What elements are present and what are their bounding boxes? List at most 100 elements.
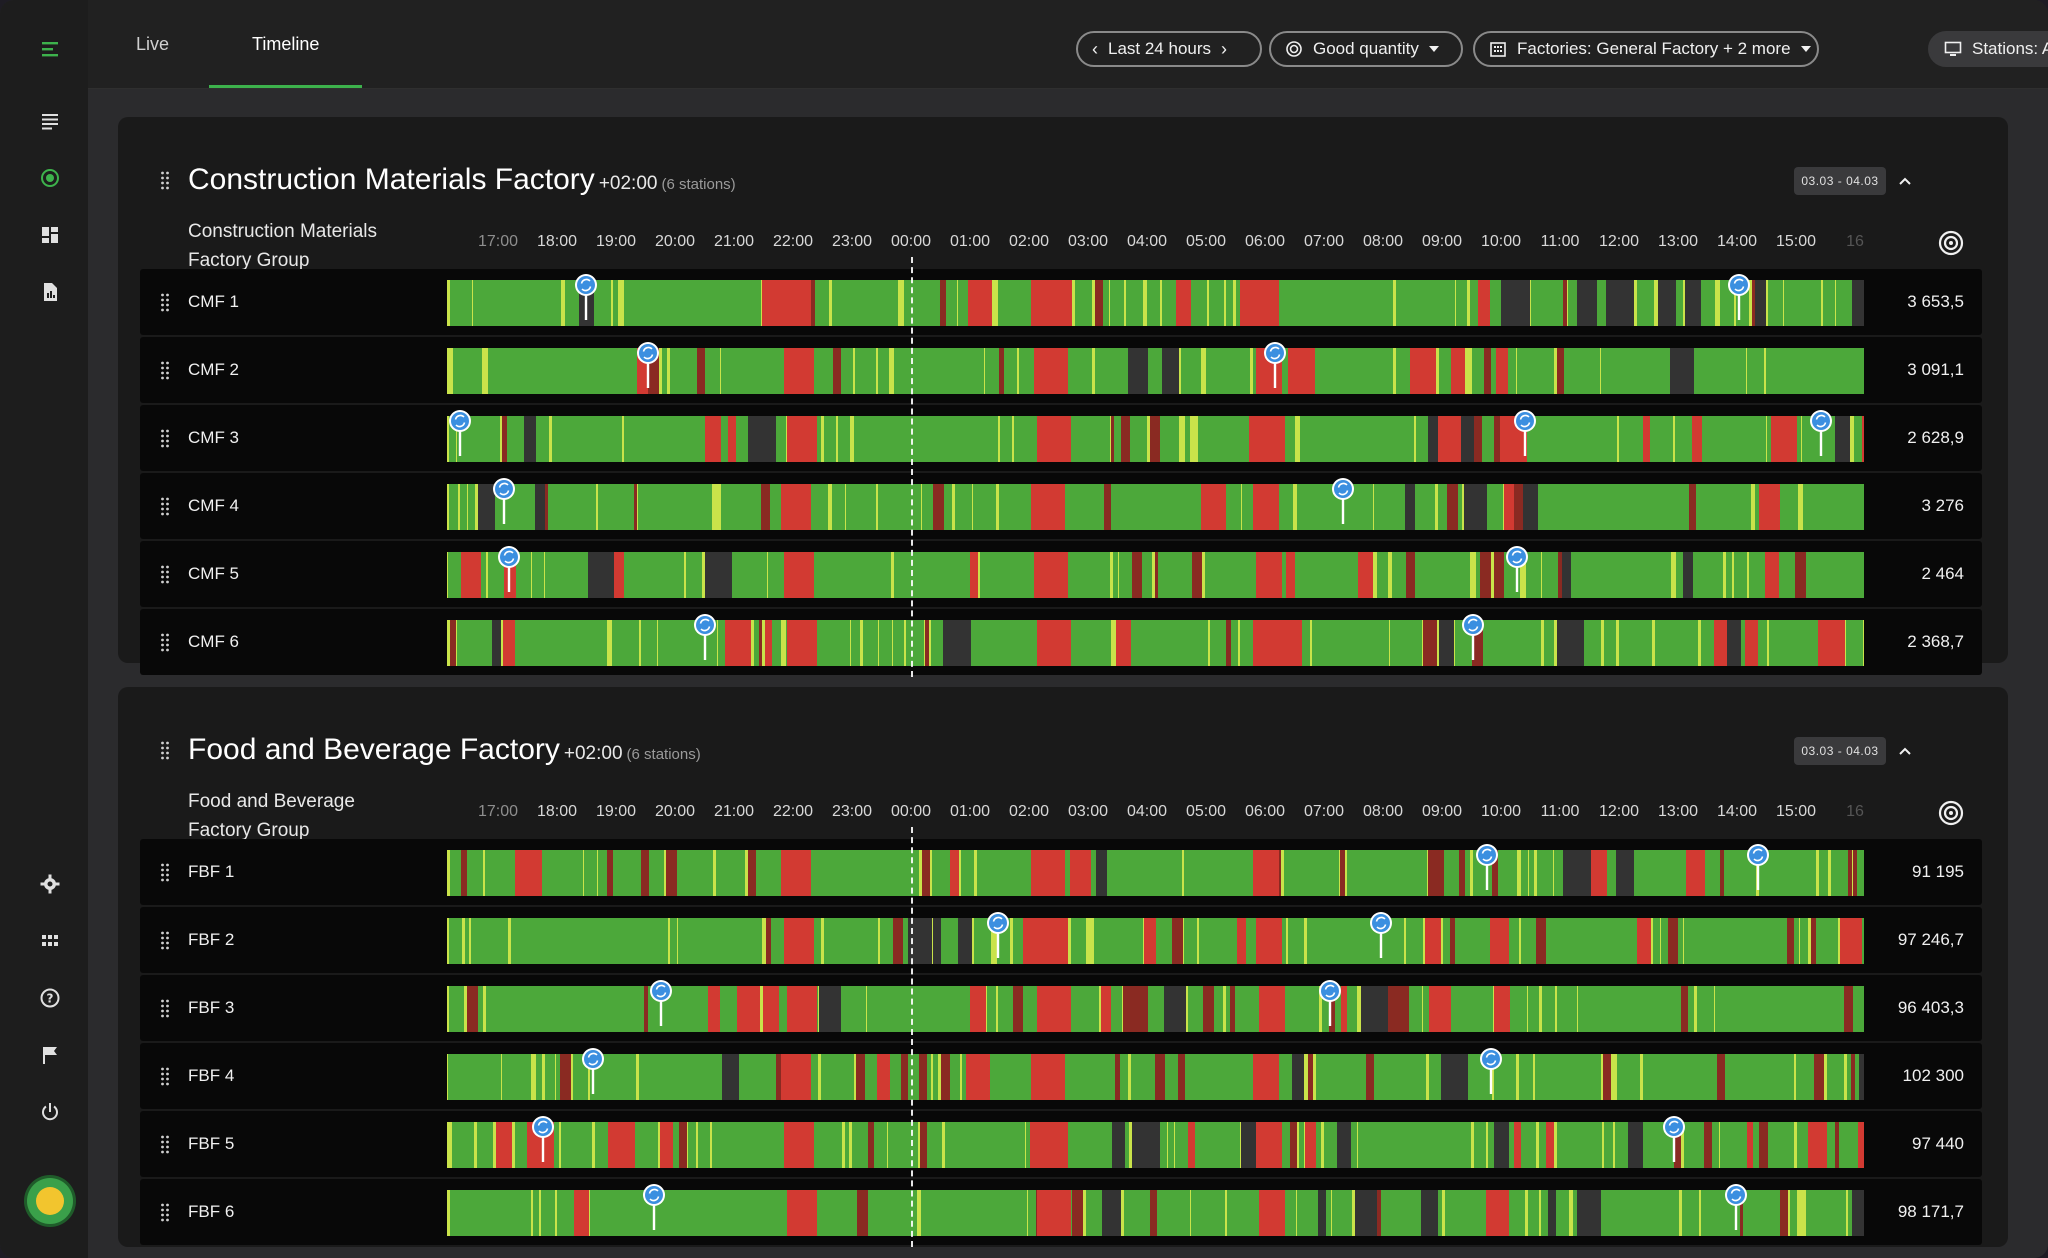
stations-dropdown[interactable]: Stations: All — [1928, 31, 2048, 67]
event-marker-pin-icon[interactable] — [496, 544, 522, 592]
timeline-segment — [1121, 416, 1125, 462]
avatar[interactable] — [27, 1178, 73, 1224]
drag-handle-icon[interactable] — [158, 997, 172, 1019]
drag-handle-icon[interactable] — [158, 739, 172, 761]
drag-handle-icon[interactable] — [158, 929, 172, 951]
drag-handle-icon[interactable] — [158, 861, 172, 883]
station-row[interactable]: CMF 1 3 653,5 — [140, 269, 1982, 335]
event-marker-pin-icon[interactable] — [1808, 408, 1834, 456]
event-marker-pin-icon[interactable] — [1661, 1114, 1687, 1162]
goal-target-icon[interactable] — [1937, 799, 1965, 827]
event-marker-pin-icon[interactable] — [1330, 476, 1356, 524]
event-marker-pin-icon[interactable] — [447, 408, 473, 456]
event-marker-pin-icon[interactable] — [648, 978, 674, 1026]
event-marker-pin-icon[interactable] — [1368, 910, 1394, 958]
drag-handle-icon[interactable] — [158, 631, 172, 653]
station-timeline-bar[interactable] — [447, 918, 1864, 964]
drag-handle-icon[interactable] — [158, 1201, 172, 1223]
station-timeline-bar[interactable] — [447, 850, 1864, 896]
event-marker-pin-icon[interactable] — [580, 1046, 606, 1094]
event-marker-pin-icon[interactable] — [1504, 544, 1530, 592]
station-timeline-bar[interactable] — [447, 1054, 1864, 1100]
station-timeline-bar[interactable] — [447, 552, 1864, 598]
event-marker-pin-icon[interactable] — [1478, 1046, 1504, 1094]
event-marker-pin-icon[interactable] — [635, 340, 661, 388]
station-timeline-bar[interactable] — [447, 416, 1864, 462]
drag-handle-icon[interactable] — [158, 427, 172, 449]
power-icon[interactable] — [29, 1091, 71, 1133]
event-marker-pin-icon[interactable] — [1745, 842, 1771, 890]
timeline-segment — [921, 484, 922, 530]
drag-handle-icon[interactable] — [158, 1133, 172, 1155]
station-row[interactable]: FBF 2 97 246,7 — [140, 907, 1982, 973]
timeline-segment — [1296, 1190, 1297, 1236]
event-marker-pin-icon[interactable] — [573, 272, 599, 320]
tab-live[interactable]: Live — [136, 33, 170, 54]
timeline-segment — [1616, 850, 1634, 896]
metric-dropdown[interactable]: Good quantity — [1269, 31, 1463, 67]
station-timeline-bar[interactable] — [447, 620, 1864, 666]
help-icon[interactable]: ? — [29, 977, 71, 1019]
settings-icon[interactable] — [29, 863, 71, 905]
station-row[interactable]: CMF 3 2 628,9 — [140, 405, 1982, 471]
timeline-segment — [620, 280, 622, 326]
timeline-segment — [704, 850, 713, 896]
chevron-right-icon[interactable]: › — [1221, 39, 1228, 59]
factories-dropdown[interactable]: Factories: General Factory + 2 more — [1473, 31, 1819, 67]
flag-icon[interactable] — [29, 1034, 71, 1076]
chevron-left-icon[interactable]: ‹ — [1092, 39, 1098, 59]
station-timeline-bar[interactable] — [447, 484, 1864, 530]
drag-handle-icon[interactable] — [158, 495, 172, 517]
timeline-segment — [1715, 280, 1717, 326]
station-timeline-bar[interactable] — [447, 1190, 1864, 1236]
timeline-segment — [589, 1190, 590, 1236]
station-row[interactable]: FBF 1 91 195 — [140, 839, 1982, 905]
event-marker-pin-icon[interactable] — [530, 1114, 556, 1162]
event-marker-pin-icon[interactable] — [1317, 978, 1343, 1026]
station-row[interactable]: CMF 4 3 276 — [140, 473, 1982, 539]
event-marker-pin-icon[interactable] — [1723, 1182, 1749, 1230]
list-icon[interactable] — [29, 100, 71, 142]
event-marker-pin-icon[interactable] — [692, 612, 718, 660]
station-row[interactable]: FBF 3 96 403,3 — [140, 975, 1982, 1041]
event-marker-pin-icon[interactable] — [491, 476, 517, 524]
event-marker-pin-icon[interactable] — [1474, 842, 1500, 890]
event-marker-pin-icon[interactable] — [1262, 340, 1288, 388]
dashboard-icon[interactable] — [29, 214, 71, 256]
timeline-segment — [1308, 1054, 1313, 1100]
collapse-button[interactable] — [1888, 164, 1922, 198]
event-marker-pin-icon[interactable] — [1726, 272, 1752, 320]
station-timeline-bar[interactable] — [447, 986, 1864, 1032]
event-marker-pin-icon[interactable] — [985, 910, 1011, 958]
drag-handle-icon[interactable] — [158, 291, 172, 313]
timeline-segment — [1835, 280, 1836, 326]
station-row[interactable]: CMF 6 2 368,7 — [140, 609, 1982, 675]
timeline-segment — [921, 850, 922, 896]
apps-grid-icon[interactable] — [29, 920, 71, 962]
drag-handle-icon[interactable] — [158, 1065, 172, 1087]
collapse-button[interactable] — [1888, 734, 1922, 768]
time-range-picker[interactable]: ‹ Last 24 hours › — [1076, 31, 1262, 67]
station-row[interactable]: FBF 5 97 440 — [140, 1111, 1982, 1177]
station-row[interactable]: CMF 2 3 091,1 — [140, 337, 1982, 403]
event-marker-pin-icon[interactable] — [1512, 408, 1538, 456]
event-marker-pin-icon[interactable] — [1460, 612, 1486, 660]
station-timeline-bar[interactable] — [447, 1122, 1864, 1168]
station-timeline-bar[interactable] — [447, 348, 1864, 394]
drag-handle-icon[interactable] — [158, 169, 172, 191]
drag-handle-icon[interactable] — [158, 563, 172, 585]
station-row[interactable]: CMF 5 2 464 — [140, 541, 1982, 607]
live-status-icon[interactable] — [29, 157, 71, 199]
station-row[interactable]: FBF 6 98 171,7 — [140, 1179, 1982, 1245]
station-row[interactable]: FBF 4 102 300 — [140, 1043, 1982, 1109]
drag-handle-icon[interactable] — [158, 359, 172, 381]
event-marker-pin-icon[interactable] — [641, 1182, 667, 1230]
timeline-segment — [1720, 850, 1724, 896]
tab-timeline[interactable]: Timeline — [252, 33, 320, 54]
timeline-segment — [648, 986, 658, 1032]
report-icon[interactable] — [29, 271, 71, 313]
menu-icon[interactable] — [29, 28, 71, 70]
station-timeline-bar[interactable] — [447, 280, 1864, 326]
goal-target-icon[interactable] — [1937, 229, 1965, 257]
timeline-segment — [1536, 1122, 1539, 1168]
